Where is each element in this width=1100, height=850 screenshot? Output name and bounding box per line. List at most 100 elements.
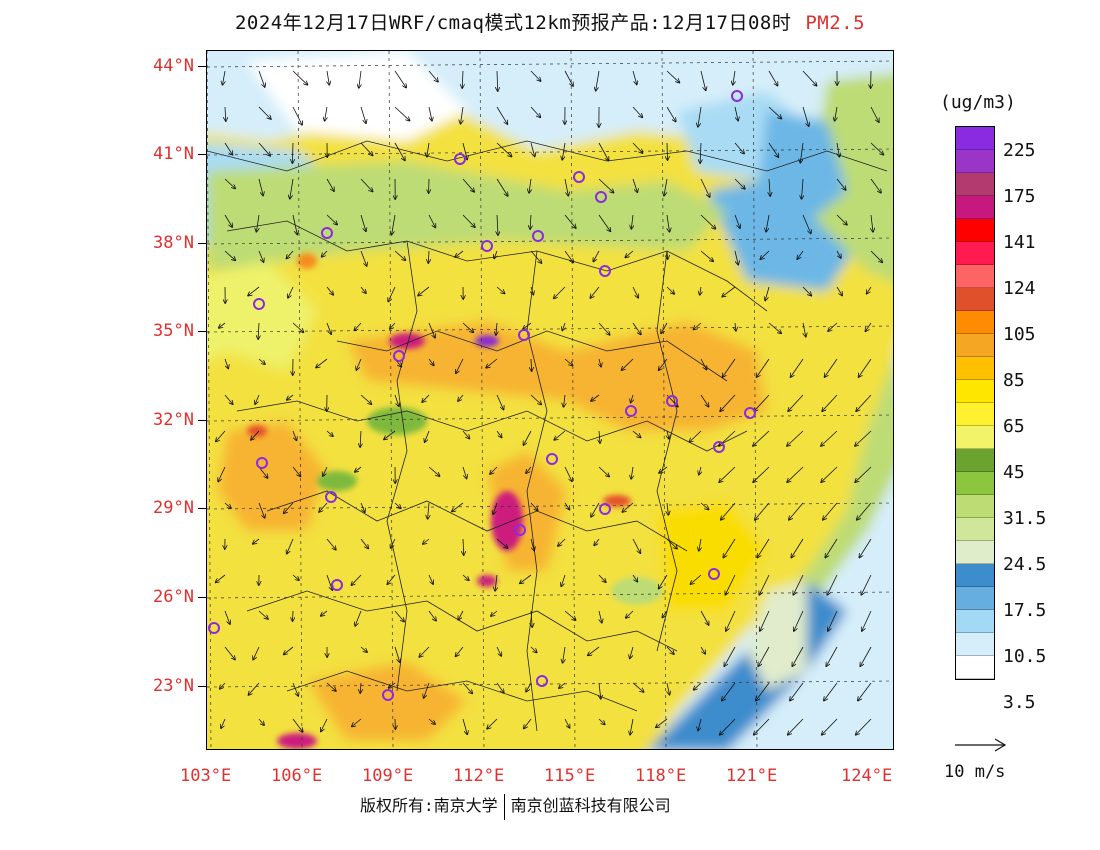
wind-arrow <box>224 250 235 260</box>
wind-arrow <box>530 214 531 229</box>
wind-arrow <box>326 322 331 334</box>
wind-arrow <box>666 538 677 549</box>
wind-arrow <box>862 610 872 631</box>
colorbar-label: 175 <box>1003 186 1036 207</box>
province-border <box>656 250 678 652</box>
wind-arrow <box>258 106 271 119</box>
wind-arrow <box>700 286 701 295</box>
forecast-map[interactable] <box>206 50 894 750</box>
city-marker <box>595 191 607 203</box>
lat-label: 29°N <box>153 498 194 518</box>
wind-arrow <box>520 574 532 583</box>
lon-label: 103°E <box>180 766 232 786</box>
wind-arrow <box>392 214 396 235</box>
wind-arrow <box>591 394 600 401</box>
wind-arrow <box>700 250 713 261</box>
colorbar-segment <box>956 472 994 495</box>
city-marker <box>481 240 493 252</box>
wind-arrow <box>856 718 872 735</box>
wind-arrow <box>598 178 614 193</box>
wind-arrow <box>856 394 872 411</box>
colorbar-unit: (ug/m3) <box>940 92 1016 113</box>
wind-arrow <box>224 142 233 155</box>
wind-arrow <box>360 682 361 693</box>
wind-arrow <box>292 574 299 580</box>
wind-arrow <box>496 106 507 124</box>
hotspot <box>247 425 267 437</box>
wind-arrow <box>836 250 841 258</box>
city-marker <box>253 298 265 310</box>
wind-arrow <box>667 502 668 515</box>
city-marker <box>666 395 678 407</box>
wind-arrow <box>428 718 435 724</box>
wind-arrow <box>354 322 362 330</box>
wind-arrow <box>666 646 674 654</box>
wind-arrow <box>360 502 365 512</box>
lat-tick <box>198 66 206 67</box>
wind-arrow <box>360 250 367 266</box>
wind-arrow <box>700 610 709 625</box>
wind-arrow <box>722 286 736 297</box>
wind-arrow <box>530 394 541 405</box>
wind-arrow <box>859 538 872 558</box>
wind-arrow <box>428 70 438 82</box>
west-yellowish <box>207 261 317 371</box>
wind-arrow <box>394 610 404 622</box>
wind-arrow <box>462 70 463 88</box>
wind-arrow <box>389 682 396 688</box>
wind-arrow <box>495 574 497 591</box>
wind-arrow <box>531 286 533 295</box>
wind-arrow <box>530 142 535 157</box>
wind-arrow <box>760 610 770 631</box>
wind-arrow <box>428 610 436 621</box>
lat-tick <box>198 508 206 509</box>
coastal-green <box>767 361 893 611</box>
wind-arrow <box>599 358 601 367</box>
lon-label: 112°E <box>453 766 505 786</box>
lat-tick <box>198 597 206 598</box>
wind-arrow <box>630 646 634 659</box>
wind-arrow <box>689 430 702 442</box>
wind-arrow <box>462 466 467 479</box>
lat-tick <box>198 420 206 421</box>
lat-label: 44°N <box>153 56 194 76</box>
wind-arrow <box>496 178 508 196</box>
colorbar-segment <box>956 449 994 472</box>
wind-arrow <box>418 286 430 296</box>
colorbar-label: 141 <box>1003 232 1036 253</box>
wind-arrow <box>769 178 770 196</box>
lon-label: 124°E <box>841 766 893 786</box>
city-marker <box>536 675 548 687</box>
wind-arrow <box>216 430 226 442</box>
wind-arrow <box>698 106 702 127</box>
wind-arrow <box>224 502 231 508</box>
colorbar-segment <box>956 610 994 633</box>
lat-gridline <box>207 148 893 156</box>
wind-arrow <box>757 538 770 558</box>
city-marker <box>713 441 725 453</box>
city-marker <box>325 491 337 503</box>
lat-label: 23°N <box>153 676 194 696</box>
wind-arrow <box>326 574 332 590</box>
lon-label: 109°E <box>362 766 414 786</box>
central-orange-area <box>347 321 767 431</box>
wind-arrow <box>802 322 806 337</box>
wind-arrow <box>388 286 396 302</box>
wind-arrow <box>292 466 301 476</box>
city-marker <box>625 405 637 417</box>
province-border <box>286 670 638 712</box>
wind-arrow <box>656 718 668 727</box>
wind-arrow <box>530 250 542 263</box>
lat-gridline <box>207 60 893 68</box>
city-marker <box>546 453 558 465</box>
wind-arrow <box>630 718 634 735</box>
wind-arrow <box>793 574 804 595</box>
wind-arrow <box>530 502 538 511</box>
colorbar-segment <box>956 587 994 610</box>
wind-arrow <box>753 430 770 446</box>
wind-arrow <box>754 718 770 735</box>
wind-arrow <box>699 538 701 551</box>
wind-arrow <box>219 322 226 328</box>
colorbar-label: 225 <box>1003 140 1036 161</box>
colorbar-segment <box>956 311 994 334</box>
